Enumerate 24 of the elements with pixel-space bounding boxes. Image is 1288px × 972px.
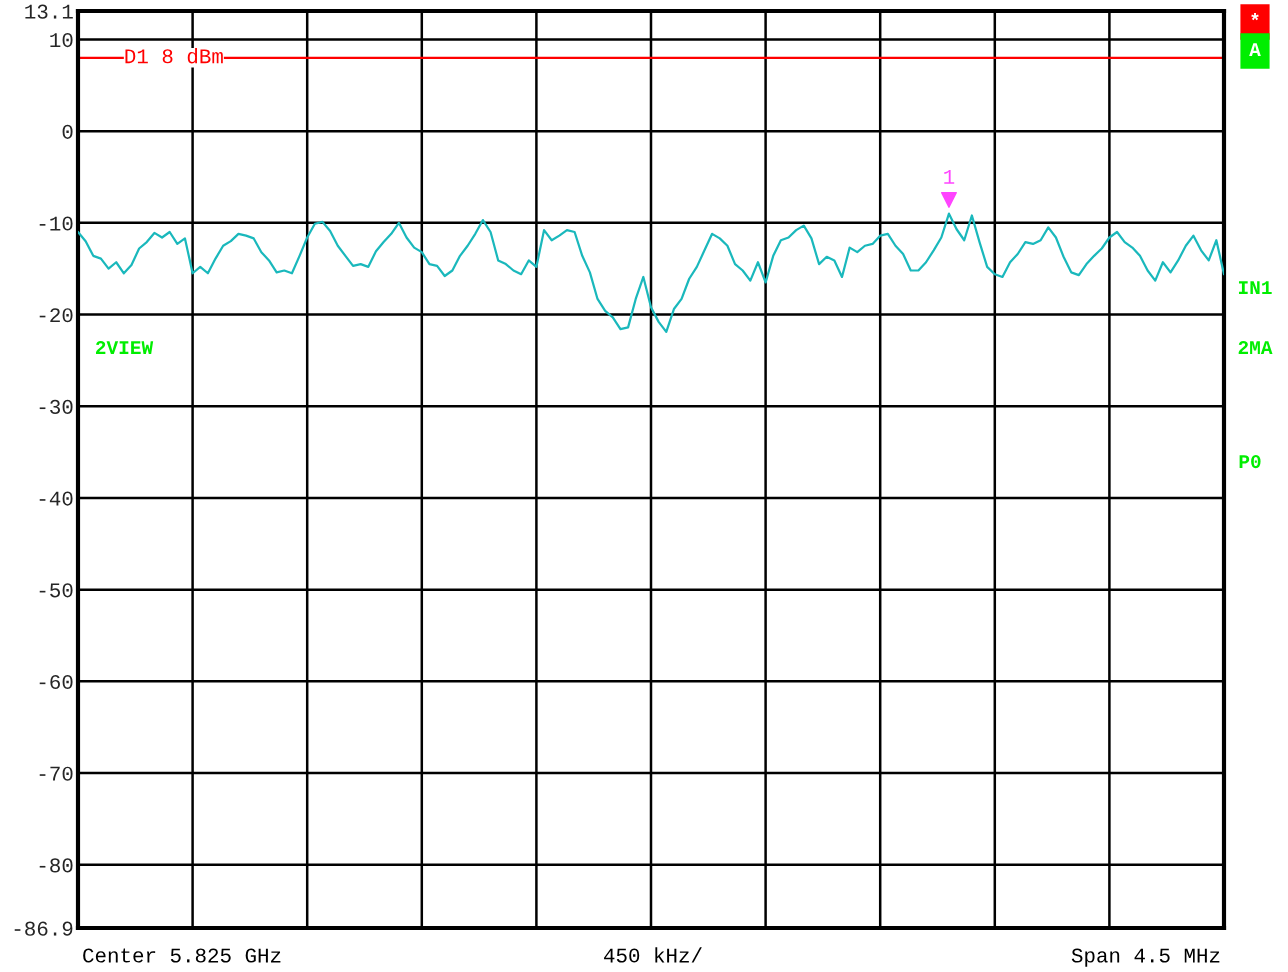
y-tick-label: 0 xyxy=(62,124,73,139)
text: A xyxy=(1249,43,1261,57)
ref-line-label: D1 8 dBm xyxy=(125,48,223,64)
y-tick-label: -20 xyxy=(39,308,73,323)
y-tick-label: -86.9 xyxy=(14,921,73,936)
text: 2MA xyxy=(1238,341,1273,355)
text: * xyxy=(1251,12,1259,21)
line-series xyxy=(78,212,1224,334)
y-tick-label: 13.1 xyxy=(25,4,73,19)
y-tick-label: 10 xyxy=(50,33,73,48)
y-tick-label: -50 xyxy=(39,583,73,598)
text: 450 kHz/ xyxy=(604,947,702,963)
annotation: 1 xyxy=(944,169,955,184)
y-tick-label: -10 xyxy=(39,216,73,231)
y-tick-label: -60 xyxy=(39,674,73,690)
y-tick-label: -80 xyxy=(39,858,73,873)
text: P0 xyxy=(1239,455,1261,469)
y-tick-label: -30 xyxy=(39,399,73,414)
text: IN1 xyxy=(1238,281,1272,295)
annotation: 2VIEW xyxy=(95,341,154,355)
text: Center 5.825 GHz xyxy=(83,948,281,963)
y-tick-label: -40 xyxy=(39,491,73,506)
y-tick-label: -70 xyxy=(39,766,73,781)
text: Span 4.5 MHz xyxy=(1071,948,1220,967)
